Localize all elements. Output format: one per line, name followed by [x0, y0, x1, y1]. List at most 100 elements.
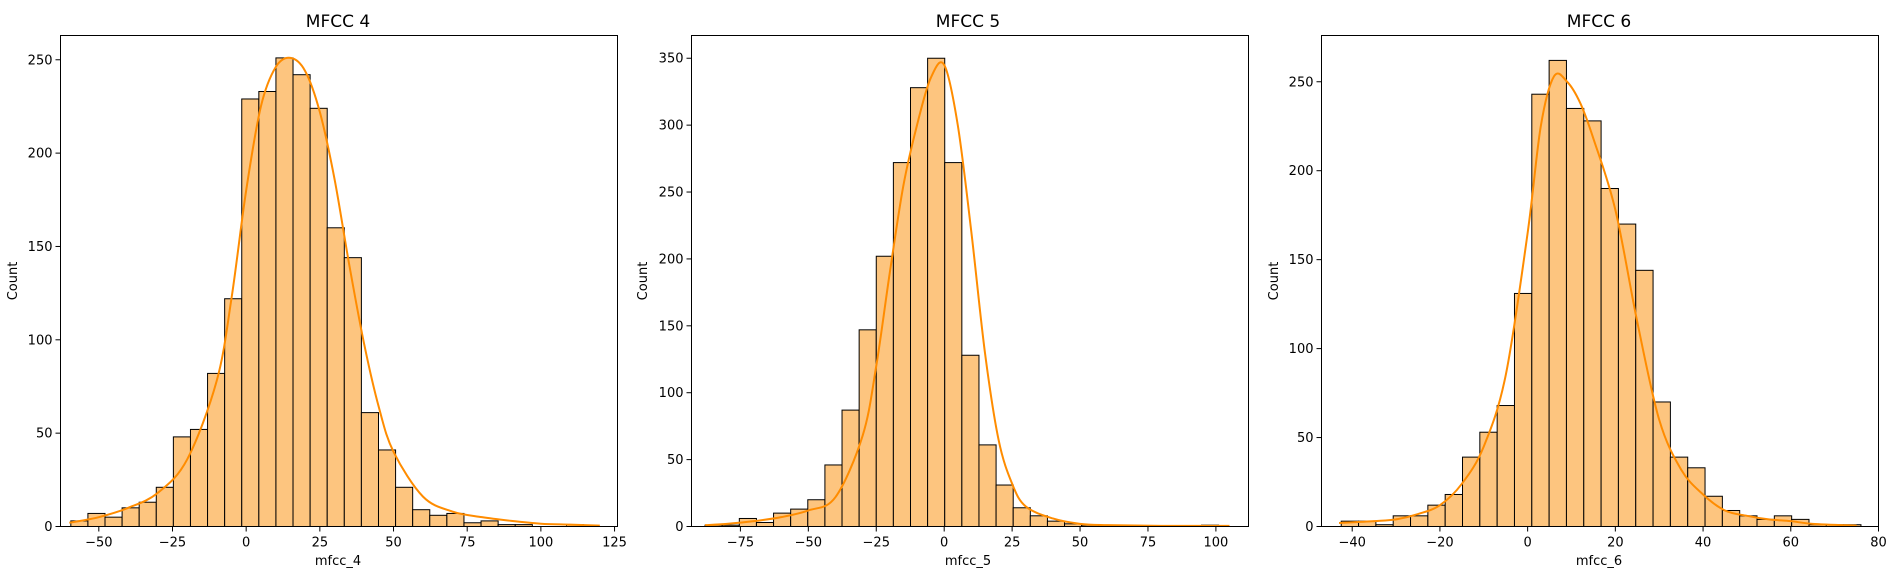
histogram-bar	[1565, 107, 1585, 527]
x-tick-label: 75	[1140, 536, 1157, 551]
y-tick-label: 250	[659, 186, 684, 201]
histogram-bar	[909, 87, 929, 527]
histogram-bar	[463, 522, 482, 528]
histogram-bar	[995, 484, 1014, 527]
subplot-mfcc-5: MFCC 5 mfcc_5 Count −75 −50 −25 0 25 50 75 100 …	[636, 12, 1249, 569]
histogram-bar	[824, 464, 843, 527]
x-tick-label: −25	[159, 536, 186, 551]
histogram-bar	[1496, 405, 1515, 528]
y-axis-label: Count	[636, 262, 651, 301]
histogram-bar	[189, 428, 209, 528]
histogram-bar	[1687, 467, 1706, 528]
plot-frame	[60, 35, 618, 527]
x-axis-label: mfcc_5	[945, 554, 991, 569]
histogram-bar	[343, 257, 362, 527]
y-tick-label: 50	[36, 427, 53, 442]
x-tick-label: 80	[1870, 536, 1887, 551]
histogram-bar	[892, 162, 911, 528]
x-tick-label: 0	[1523, 536, 1531, 551]
histogram-bars	[1340, 59, 1862, 528]
histogram-bar	[755, 521, 775, 528]
histogram-bar	[480, 520, 499, 527]
y-tick-label: 100	[28, 333, 53, 348]
x-tick-label: 125	[602, 536, 627, 551]
y-tick-label: 100	[1289, 342, 1314, 357]
histogram-bar	[944, 162, 963, 528]
subplot-mfcc-4: MFCC 4 mfcc_4 Count −50 −25 0 25 50 75 100 125 …	[6, 12, 627, 569]
histogram-bar	[858, 329, 877, 527]
x-tick-label: −50	[795, 536, 822, 551]
histogram-bar	[292, 74, 311, 527]
histogram-bar	[360, 412, 379, 527]
histogram-bars	[704, 57, 1220, 528]
histogram-bar	[207, 372, 226, 527]
y-axis-ticks: 0 50 100 150 200 250	[28, 53, 61, 535]
x-tick-label: 50	[385, 536, 402, 551]
histogram-bar	[377, 449, 397, 527]
histogram-bar	[1531, 93, 1550, 528]
y-tick-label: 150	[1289, 253, 1314, 268]
histogram-bar	[429, 514, 448, 527]
subplot-mfcc-6: MFCC 6 mfcc_6 Count −40 −20 0 20 40 60 80 0 50 1…	[1267, 12, 1887, 569]
histogram-bar	[172, 436, 191, 527]
histogram-bar	[138, 501, 157, 528]
x-tick-label: 25	[312, 536, 329, 551]
histogram-bar	[412, 509, 431, 528]
histogram-bar	[1410, 515, 1429, 528]
x-axis-label: mfcc_4	[315, 554, 361, 569]
histogram-bar	[309, 107, 328, 528]
x-axis-ticks: −50 −25 0 25 50 75 100 125	[85, 526, 627, 551]
x-axis-ticks: −75 −50 −25 0 25 50 75 100	[727, 526, 1228, 551]
y-tick-label: 50	[667, 453, 684, 468]
histogram-bar	[104, 516, 123, 528]
chart-title: MFCC 4	[306, 12, 370, 32]
x-axis-label: mfcc_6	[1576, 554, 1622, 569]
x-tick-label: 60	[1783, 536, 1800, 551]
y-tick-label: 250	[1289, 75, 1314, 90]
histogram-bar	[1046, 520, 1066, 527]
histogram-bar	[121, 507, 140, 528]
y-tick-label: 50	[1297, 431, 1314, 446]
x-tick-label: −50	[85, 536, 112, 551]
histogram-bar	[1652, 401, 1671, 527]
histogram-bar	[258, 91, 277, 528]
y-tick-label: 0	[44, 520, 52, 535]
y-tick-label: 200	[1289, 164, 1314, 179]
histogram-bar	[807, 499, 826, 527]
histogram-bar	[1704, 495, 1723, 527]
x-tick-label: 100	[528, 536, 553, 551]
histogram-bar	[1513, 292, 1533, 528]
y-tick-label: 150	[659, 319, 684, 334]
plot-frame	[691, 35, 1249, 527]
histogram-bar	[1029, 515, 1048, 527]
x-tick-label: −40	[1338, 536, 1365, 551]
y-tick-label: 0	[1305, 520, 1313, 535]
histogram-bar	[961, 354, 980, 527]
y-tick-label: 250	[28, 53, 53, 68]
histogram-bar	[1427, 504, 1446, 527]
x-tick-label: 50	[1072, 536, 1089, 551]
histogram-bar	[275, 57, 294, 527]
x-tick-label: 100	[1203, 536, 1228, 551]
y-tick-label: 200	[659, 252, 684, 267]
x-tick-label: 20	[1607, 536, 1624, 551]
x-tick-label: 0	[940, 536, 948, 551]
histogram-bar	[446, 512, 465, 528]
y-tick-label: 150	[28, 240, 53, 255]
chart-title: MFCC 6	[1567, 12, 1631, 32]
y-axis-label: Count	[6, 262, 21, 301]
histogram-bar	[1583, 120, 1602, 528]
histogram-bar	[1479, 431, 1498, 528]
histogram-bar	[1600, 187, 1619, 527]
histogram-bar	[1548, 59, 1567, 528]
y-axis-label: Count	[1267, 262, 1282, 301]
kde-curve	[705, 61, 1230, 527]
x-tick-label: 40	[1695, 536, 1712, 551]
histogram-bar	[927, 57, 946, 528]
y-tick-label: 0	[675, 520, 683, 535]
y-tick-label: 300	[659, 119, 684, 134]
histogram-bar	[395, 486, 414, 527]
x-tick-label: 75	[459, 536, 476, 551]
histogram-bar	[1635, 269, 1654, 527]
